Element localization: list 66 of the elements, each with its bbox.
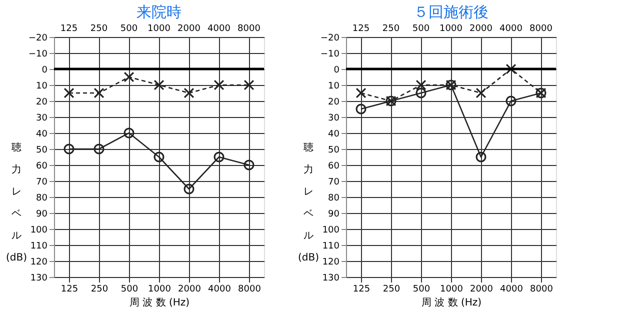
y-tick-label: 30 [36,114,48,124]
x-tick-label: 8000 [238,24,261,34]
y-axis-title: 聴力レベル (dB) [298,142,320,264]
x-tick-label: 250 [90,24,108,34]
y-tick-label: 20 [328,98,340,108]
y-tick-label: 50 [36,146,48,156]
y-tick-label: −10 [28,50,48,60]
y-tick-label: −10 [320,50,340,60]
y-tick-label: 10 [36,82,48,92]
y-tick-label: 20 [36,98,48,108]
x-axis-title: 周 波 数 (Hz) [129,296,190,308]
y-tick-label: 0 [42,66,48,76]
x-tick-label: 4000 [208,24,231,34]
chart-title: 来院時 [136,3,182,21]
y-tick-label: 60 [36,162,48,172]
chart-title: ５回施術後 [414,3,488,21]
y-tick-label: 100 [322,226,340,236]
y-tick-label: 120 [30,258,48,268]
x-tick-label: 1000 [440,24,463,34]
x-tick-label: 125 [352,24,370,34]
y-tick-label: 90 [36,210,48,220]
y-tick-label: 10 [328,82,340,92]
x-tick-label: 2000 [470,24,493,34]
y-tick-label: 100 [30,226,48,236]
y-axis-title: 聴力レベル (dB) [6,142,28,264]
x-tick-label: 2000 [178,24,201,34]
y-tick-label: 40 [328,130,340,140]
y-tick-label: 30 [328,114,340,124]
y-tick-label: 50 [328,146,340,156]
y-tick-label: 40 [36,130,48,140]
x-axis-title: 周 波 数 (Hz) [421,296,482,308]
x-tick-label: 4000 [500,24,523,34]
y-tick-label: 0 [334,66,340,76]
x-tick-label: 8000 [530,24,553,34]
y-tick-label: −20 [320,34,340,44]
category-label: 8000 [530,284,553,294]
category-label: 125 [352,284,370,294]
category-label: 250 [90,284,108,294]
category-label: 1000 [148,284,171,294]
x-tick-label: 250 [382,24,400,34]
y-tick-label: 110 [322,242,340,252]
y-tick-label: 80 [328,194,340,204]
y-tick-label: 130 [322,274,340,284]
category-label: 4000 [500,284,523,294]
category-label: 500 [120,284,138,294]
category-label: 1000 [440,284,463,294]
category-label: 250 [382,284,400,294]
x-tick-label: 500 [412,24,430,34]
y-tick-label: 60 [328,162,340,172]
category-label: 4000 [208,284,231,294]
y-tick-label: 80 [36,194,48,204]
y-tick-label: 90 [328,210,340,220]
x-tick-label: 1000 [148,24,171,34]
y-tick-label: 120 [322,258,340,268]
category-label: 2000 [470,284,493,294]
category-label: 500 [412,284,430,294]
y-tick-label: 70 [36,178,48,188]
category-label: 125 [60,284,78,294]
category-label: 8000 [238,284,261,294]
y-tick-label: 70 [328,178,340,188]
x-tick-label: 125 [60,24,78,34]
y-tick-label: −20 [28,34,48,44]
y-tick-label: 130 [30,274,48,284]
y-tick-label: 110 [30,242,48,252]
x-tick-label: 500 [120,24,138,34]
category-label: 2000 [178,284,201,294]
